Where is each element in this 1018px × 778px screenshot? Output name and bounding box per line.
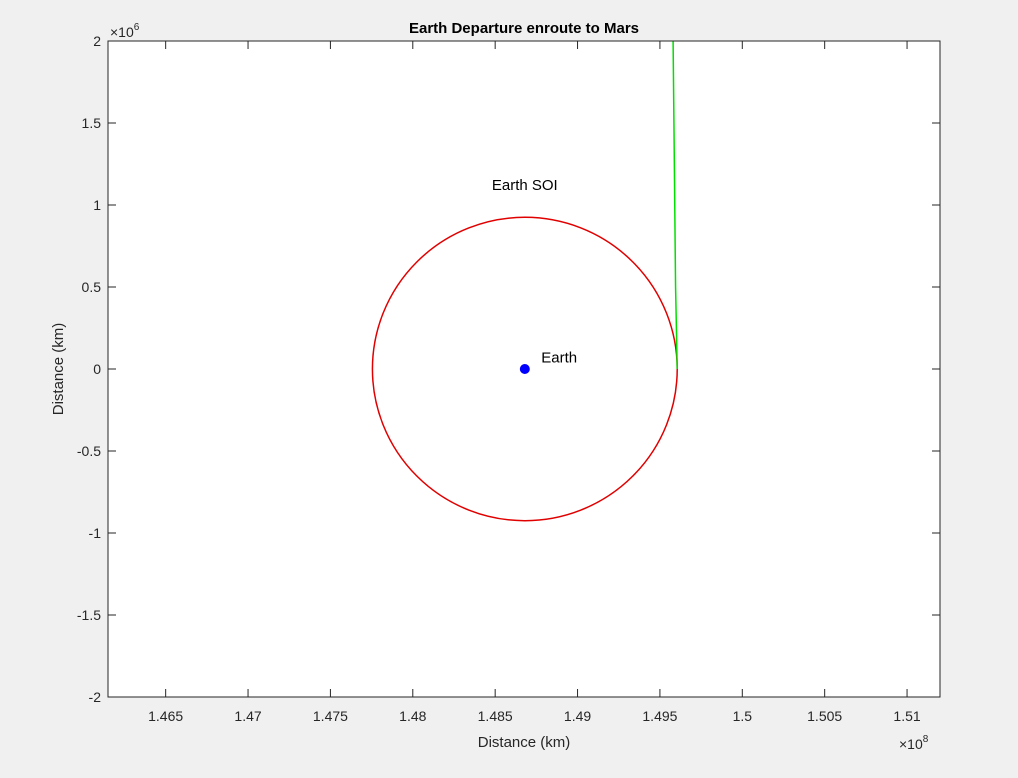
soi-circle-series	[371, 216, 678, 522]
x-tick-label: 1.475	[313, 708, 348, 724]
x-exponent-label: ×108	[899, 734, 929, 752]
ticks-layer: 1.465 1.47 1.475 1.48 1.485 1.49 1.495 1.5 1.505…	[77, 33, 940, 724]
earth-marker	[519, 364, 530, 374]
x-tick-label: 1.49	[564, 708, 591, 724]
x-exponent-power: 8	[923, 734, 929, 745]
x-tick-label: 1.47	[234, 708, 261, 724]
y-exponent-power: 6	[134, 22, 140, 33]
y-tick-label: 1.5	[82, 115, 102, 131]
x-tick-label: 1.505	[807, 708, 842, 724]
x-tick-label: 1.5	[733, 708, 753, 724]
y-tick-label: 0	[93, 361, 101, 377]
annotation-text: Earth SOI	[492, 177, 558, 194]
x-tick-label: 1.465	[148, 708, 183, 724]
x-axis-label: Distance (km)	[478, 734, 571, 751]
y-tick-label: 1	[93, 197, 101, 213]
y-tick-label: -2	[89, 689, 102, 705]
y-tick-label: -1	[89, 525, 102, 541]
y-tick-label: 2	[93, 33, 101, 49]
y-axis-label: Distance (km)	[50, 323, 67, 416]
annotation-text: Earth	[541, 349, 577, 366]
y-tick-label: -0.5	[77, 443, 101, 459]
y-tick-label: 0.5	[82, 279, 102, 295]
y-tick-label: -1.5	[77, 607, 101, 623]
annotation-layer: Earth Earth SOI	[492, 177, 577, 366]
departure-trajectory-series	[672, 41, 678, 370]
x-tick-label: 1.51	[893, 708, 920, 724]
y-exponent-base: ×10	[110, 24, 134, 40]
chart-title: Earth Departure enroute to Mars	[409, 20, 639, 37]
x-tick-label: 1.48	[399, 708, 426, 724]
y-exponent-label: ×106	[110, 22, 140, 40]
x-tick-label: 1.485	[478, 708, 513, 724]
x-tick-label: 1.495	[642, 708, 677, 724]
data-layer	[371, 41, 678, 522]
x-exponent-base: ×10	[899, 736, 923, 752]
